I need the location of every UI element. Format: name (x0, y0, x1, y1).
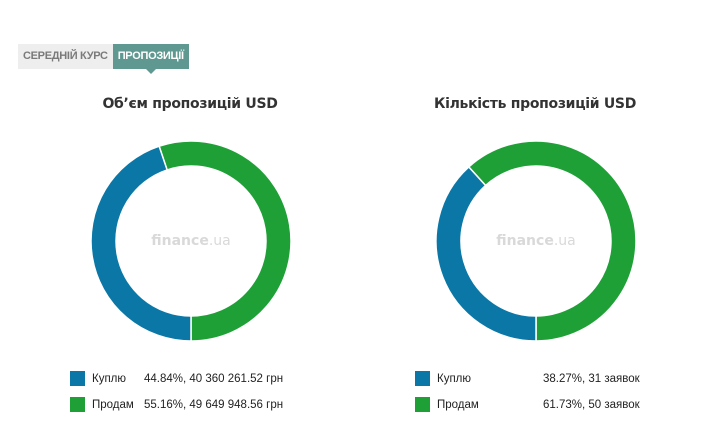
legend-swatch-sell (415, 397, 430, 412)
legend-label: Куплю (437, 372, 472, 385)
legend-item-buy[interactable]: Куплю 38.27%, 31 заявок (415, 370, 705, 387)
donut-chart: finance.ua (435, 140, 637, 342)
legend-item-sell[interactable]: Продам 61.73%, 50 заявок (415, 396, 705, 413)
donut-chart: finance.ua (90, 140, 292, 342)
watermark-logo: finance.ua (496, 233, 575, 249)
legend-value: 55.16%, 49 649 948.56 грн (144, 398, 284, 411)
count-chart: Кількість пропозицій USD finance.ua Купл… (365, 90, 705, 420)
legend-value: 44.84%, 40 360 261.52 грн (144, 372, 284, 385)
legend-label: Продам (437, 398, 479, 411)
legend-swatch-sell (70, 397, 85, 412)
legend-value: 61.73%, 50 заявок (543, 398, 640, 411)
legend-label: Куплю (92, 372, 127, 385)
legend-swatch-buy (70, 371, 85, 386)
legend-label: Продам (92, 398, 134, 411)
watermark-logo: finance.ua (151, 233, 230, 249)
slice-sell[interactable] (158, 140, 292, 342)
slice-buy[interactable] (90, 145, 192, 342)
legend-value: 38.27%, 31 заявок (543, 372, 640, 385)
tab-bar: СЕРЕДНІЙ КУРС ПРОПОЗИЦІЇ (18, 44, 189, 74)
volume-chart: Обʼєм пропозицій USD finance.ua Куплю 44… (20, 90, 360, 420)
slice-sell[interactable] (467, 140, 637, 342)
slice-buy[interactable] (435, 165, 537, 342)
legend-item-buy[interactable]: Куплю 44.84%, 40 360 261.52 грн (70, 370, 360, 387)
tab-average-rate[interactable]: СЕРЕДНІЙ КУРС (18, 44, 113, 69)
legend-item-sell[interactable]: Продам 55.16%, 49 649 948.56 грн (70, 396, 360, 413)
chart-title: Обʼєм пропозицій USD (102, 96, 278, 112)
legend: Куплю 44.84%, 40 360 261.52 грн Продам 5… (70, 370, 360, 422)
legend: Куплю 38.27%, 31 заявок Продам 61.73%, 5… (415, 370, 705, 422)
legend-swatch-buy (415, 371, 430, 386)
tab-offers[interactable]: ПРОПОЗИЦІЇ (112, 44, 189, 74)
chart-title: Кількість пропозицій USD (433, 96, 637, 112)
